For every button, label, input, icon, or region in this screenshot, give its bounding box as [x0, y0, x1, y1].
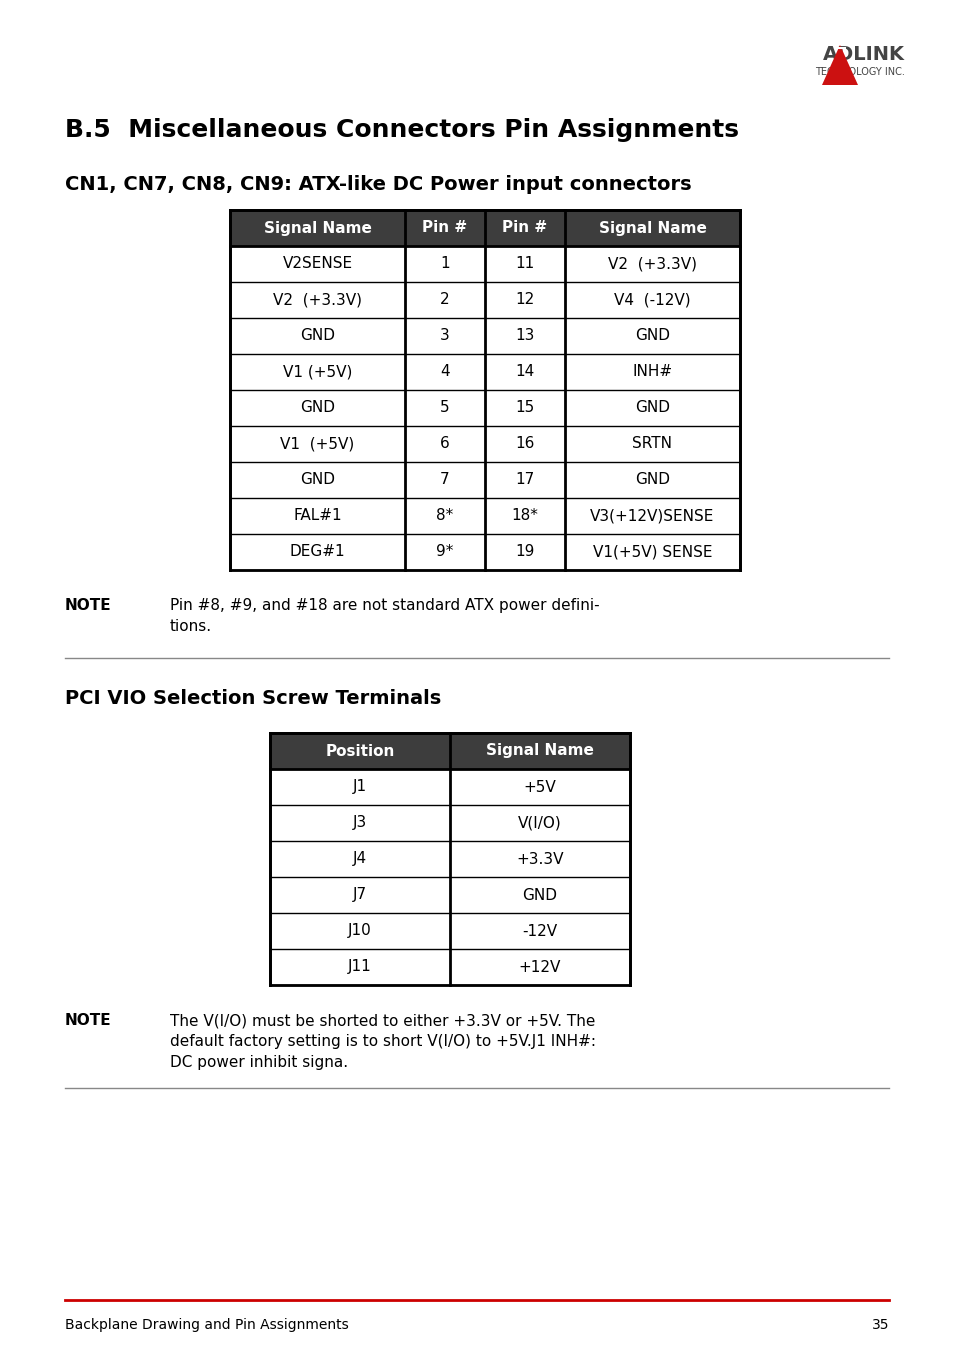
- Text: J4: J4: [353, 852, 367, 867]
- Bar: [230, 318, 740, 354]
- Bar: [230, 210, 740, 246]
- Text: CN1, CN7, CN8, CN9: ATX-like DC Power input connectors: CN1, CN7, CN8, CN9: ATX-like DC Power in…: [65, 176, 691, 195]
- Text: J7: J7: [353, 887, 367, 903]
- Text: 13: 13: [515, 329, 534, 343]
- Text: V1(+5V) SENSE: V1(+5V) SENSE: [592, 545, 712, 560]
- Text: Pin #: Pin #: [502, 220, 547, 235]
- Text: GND: GND: [635, 400, 669, 415]
- Text: GND: GND: [522, 887, 557, 903]
- Bar: [270, 877, 629, 913]
- Text: 9*: 9*: [436, 545, 454, 560]
- Text: Position: Position: [325, 744, 395, 758]
- Text: V2  (+3.3V): V2 (+3.3V): [607, 257, 697, 272]
- Text: Signal Name: Signal Name: [485, 744, 594, 758]
- Bar: [230, 354, 740, 389]
- Text: 3: 3: [439, 329, 450, 343]
- Text: 8*: 8*: [436, 508, 453, 523]
- Text: GND: GND: [635, 472, 669, 488]
- Text: Signal Name: Signal Name: [263, 220, 371, 235]
- Text: 15: 15: [515, 400, 534, 415]
- Text: J10: J10: [348, 923, 372, 938]
- Text: 11: 11: [515, 257, 534, 272]
- Text: 17: 17: [515, 472, 534, 488]
- Bar: [230, 283, 740, 318]
- Text: INH#: INH#: [632, 365, 672, 380]
- Text: FAL#1: FAL#1: [293, 508, 341, 523]
- Bar: [230, 246, 740, 283]
- Text: GND: GND: [299, 329, 335, 343]
- Bar: [270, 733, 629, 769]
- Text: 6: 6: [439, 437, 450, 452]
- Text: ADLINK: ADLINK: [822, 46, 904, 65]
- Text: 2: 2: [439, 292, 450, 307]
- Text: 12: 12: [515, 292, 534, 307]
- Text: Pin #: Pin #: [422, 220, 467, 235]
- Text: 14: 14: [515, 365, 534, 380]
- Text: GND: GND: [299, 400, 335, 415]
- Text: Backplane Drawing and Pin Assignments: Backplane Drawing and Pin Assignments: [65, 1318, 349, 1332]
- Text: +3.3V: +3.3V: [516, 852, 563, 867]
- Bar: [230, 462, 740, 498]
- Text: PCI VIO Selection Screw Terminals: PCI VIO Selection Screw Terminals: [65, 688, 441, 707]
- Text: 4: 4: [439, 365, 450, 380]
- Bar: [270, 913, 629, 949]
- Text: The V(I/O) must be shorted to either +3.3V or +5V. The
default factory setting i: The V(I/O) must be shorted to either +3.…: [170, 1013, 596, 1069]
- Text: V1 (+5V): V1 (+5V): [282, 365, 352, 380]
- Text: +12V: +12V: [518, 960, 560, 975]
- Bar: [270, 841, 629, 877]
- Text: 35: 35: [871, 1318, 888, 1332]
- Bar: [270, 949, 629, 986]
- Bar: [270, 769, 629, 804]
- Bar: [230, 426, 740, 462]
- Text: V2  (+3.3V): V2 (+3.3V): [273, 292, 361, 307]
- Polygon shape: [821, 45, 857, 85]
- Text: SRTN: SRTN: [632, 437, 672, 452]
- Text: V3(+12V)SENSE: V3(+12V)SENSE: [590, 508, 714, 523]
- Text: V2SENSE: V2SENSE: [282, 257, 353, 272]
- Bar: [270, 804, 629, 841]
- Text: NOTE: NOTE: [65, 1013, 112, 1028]
- Text: 7: 7: [439, 472, 450, 488]
- Text: J11: J11: [348, 960, 372, 975]
- Text: +5V: +5V: [523, 780, 556, 795]
- Text: V(I/O): V(I/O): [517, 815, 561, 830]
- Text: 16: 16: [515, 437, 534, 452]
- Text: B.5  Miscellaneous Connectors Pin Assignments: B.5 Miscellaneous Connectors Pin Assignm…: [65, 118, 739, 142]
- Text: GND: GND: [299, 472, 335, 488]
- Bar: [230, 498, 740, 534]
- Bar: [230, 389, 740, 426]
- Text: J1: J1: [353, 780, 367, 795]
- Text: NOTE: NOTE: [65, 598, 112, 612]
- Bar: [230, 534, 740, 571]
- Text: 1: 1: [439, 257, 450, 272]
- Text: -12V: -12V: [522, 923, 557, 938]
- Text: 19: 19: [515, 545, 534, 560]
- Text: DEG#1: DEG#1: [290, 545, 345, 560]
- Text: 18*: 18*: [511, 508, 537, 523]
- Text: Signal Name: Signal Name: [598, 220, 706, 235]
- Text: V4  (-12V): V4 (-12V): [614, 292, 690, 307]
- Text: Pin #8, #9, and #18 are not standard ATX power defini-
tions.: Pin #8, #9, and #18 are not standard ATX…: [170, 598, 599, 634]
- Text: 5: 5: [439, 400, 450, 415]
- Text: J3: J3: [353, 815, 367, 830]
- Text: V1  (+5V): V1 (+5V): [280, 437, 355, 452]
- Text: GND: GND: [635, 329, 669, 343]
- Text: TECHNOLOGY INC.: TECHNOLOGY INC.: [814, 68, 904, 77]
